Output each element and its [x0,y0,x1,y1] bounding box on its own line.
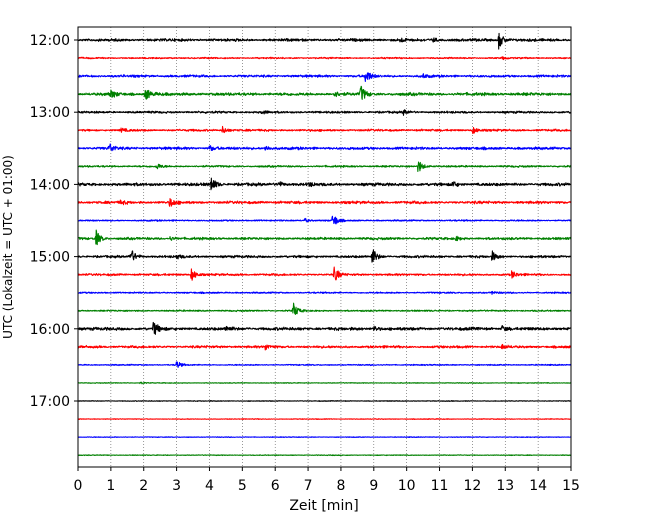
trace-1315 [77,125,571,135]
trace-1400 [77,177,572,191]
x-tick-label: 4 [205,478,214,494]
x-axis-title: Zeit [min] [289,498,358,514]
trace-1500 [77,249,572,263]
y-axis-ticks: 12:00 13:00 14:00 15:00 16:00 17:00 [30,33,78,410]
x-tick-label: 15 [562,478,580,494]
x-axis-ticks: 0 1 2 3 4 5 6 7 8 9 10 11 12 13 14 15 [74,467,580,494]
x-tick-label: 0 [74,478,83,494]
trace-1200 [77,32,571,50]
x-tick-label: 14 [529,478,547,494]
trace-1415 [77,198,572,207]
trace-1530 [77,290,572,295]
x-tick-label: 2 [139,478,148,494]
x-tick-label: 1 [106,478,115,494]
x-tick-label: 3 [172,478,181,494]
x-tick-label: 6 [271,478,280,494]
trace-1445 [77,229,572,246]
trace-1600 [77,321,572,335]
vertical-gridlines [110,27,539,467]
y-tick-label: 13:00 [30,105,70,121]
trace-1615 [77,343,572,351]
trace-1245 [77,85,572,100]
trace-1515 [77,266,572,281]
trace-1715 [77,418,571,421]
trace-1700 [77,400,571,402]
trace-1300 [77,109,572,116]
trace-1345 [77,161,572,173]
plot-frame [77,26,572,468]
trace-1645 [77,381,572,385]
trace-1215 [77,56,571,61]
y-tick-label: 16:00 [30,322,70,338]
x-tick-label: 7 [304,478,313,494]
trace-1630 [77,361,571,368]
trace-1330 [77,143,572,152]
trace-1430 [77,215,572,225]
trace-1545 [77,302,572,315]
seismogram-traces [77,32,572,457]
trace-1730 [77,436,571,439]
x-tick-label: 11 [431,478,449,494]
trace-1745 [77,454,572,457]
trace-1230 [77,72,572,82]
x-tick-label: 5 [238,478,247,494]
y-tick-label: 12:00 [30,33,70,49]
y-tick-label: 17:00 [30,394,70,410]
x-tick-label: 12 [463,478,481,494]
y-tick-label: 15:00 [30,250,70,266]
y-axis-title: UTC (Lokalzeit = UTC + 01:00) [1,155,15,339]
x-tick-label: 8 [336,478,345,494]
x-tick-label: 9 [369,478,378,494]
y-tick-label: 14:00 [30,177,70,193]
x-tick-label: 10 [398,478,416,494]
x-tick-label: 13 [496,478,514,494]
